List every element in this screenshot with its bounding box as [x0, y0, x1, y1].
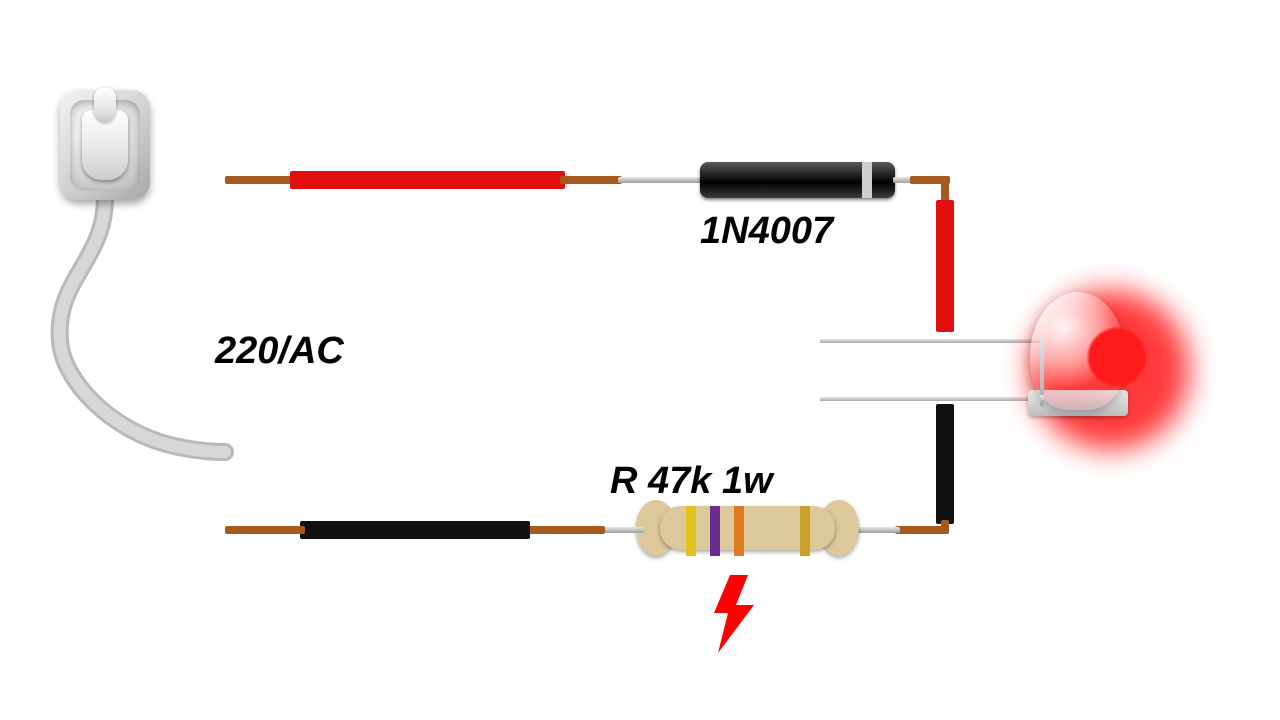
source-label: 220/AC [215, 330, 344, 373]
led-cathode-lead [820, 397, 1040, 401]
bottom-wire-copper-2 [525, 526, 605, 534]
right-wire-black [936, 404, 954, 524]
resistor-47k [640, 506, 855, 556]
right-wire-red [936, 200, 954, 332]
led-anode-lead [820, 339, 1040, 343]
top-wire-copper-2 [560, 176, 622, 184]
top-wire-red [290, 171, 565, 189]
bottom-wire-copper-1 [225, 526, 305, 534]
circuit-diagram: 220/AC 1N4007 R 47k 1w [0, 0, 1280, 720]
diode-lead-left [618, 177, 704, 183]
bottom-wire-black [300, 521, 530, 539]
lightning-bolt-icon [710, 575, 760, 655]
diode-1n4007 [700, 162, 895, 198]
resistor-lead-right [852, 527, 900, 533]
diode-label: 1N4007 [700, 210, 833, 253]
top-wire-copper-1 [225, 176, 295, 184]
bottom-wire-copper-3 [895, 526, 949, 534]
resistor-label: R 47k 1w [610, 460, 773, 503]
resistor-lead-left [600, 527, 644, 533]
